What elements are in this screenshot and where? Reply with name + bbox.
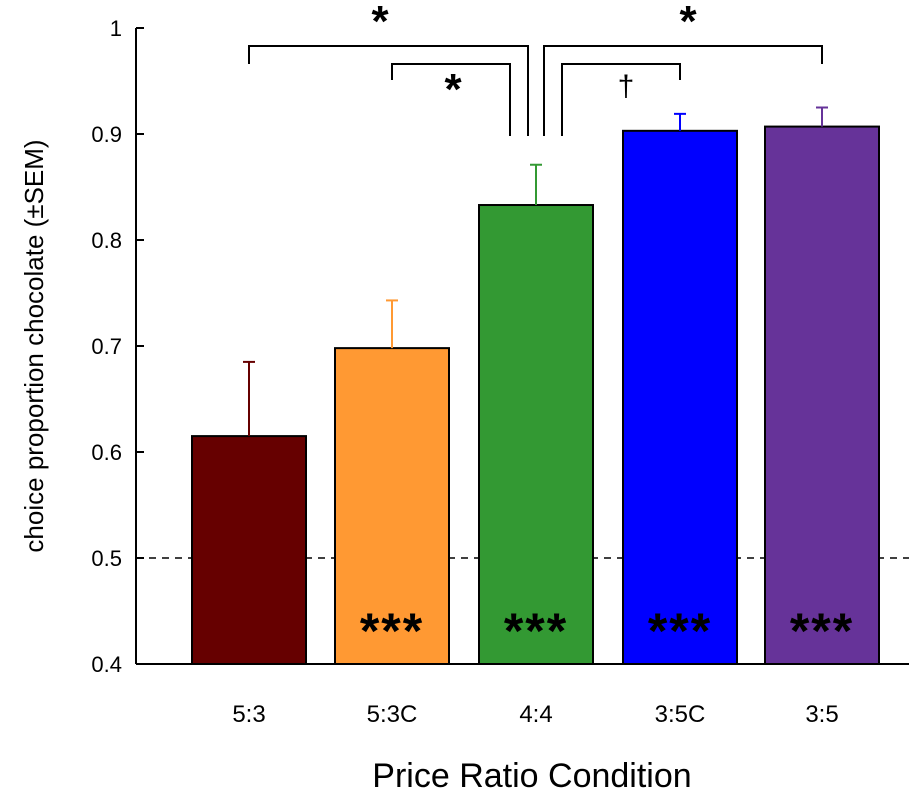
y-tick-label: 1	[110, 16, 122, 41]
bar	[622, 129, 738, 665]
bar	[191, 435, 307, 665]
x-axis-title: Price Ratio Condition	[372, 757, 691, 795]
comparison-label: *	[444, 65, 462, 114]
y-tick-label: 0.6	[91, 440, 122, 465]
bar-significance-label: ***	[360, 603, 424, 659]
comparison-label: *	[371, 0, 389, 46]
x-category-label: 5:3C	[367, 701, 418, 728]
bar	[764, 125, 880, 665]
y-tick-label: 0.4	[91, 652, 122, 677]
bar	[478, 204, 594, 666]
bar-significance-label: ***	[790, 603, 854, 659]
y-tick-label: 0.5	[91, 546, 122, 571]
comparison-bracket	[248, 45, 529, 136]
comparison-label: †	[618, 70, 635, 103]
comparison-bracket	[543, 45, 823, 136]
x-category-label: 3:5	[805, 701, 838, 728]
comparison-bracket	[391, 63, 511, 136]
y-tick-label: 0.9	[91, 122, 122, 147]
bar-significance-label: ***	[504, 603, 568, 659]
y-tick-label: 0.7	[91, 334, 122, 359]
y-tick-label: 0.8	[91, 228, 122, 253]
x-category-label: 3:5C	[655, 701, 706, 728]
comparison-label: *	[679, 0, 697, 46]
comparison-bracket	[561, 63, 681, 136]
bar	[334, 347, 450, 665]
x-category-label: 4:4	[519, 701, 552, 728]
y-axis-title: choice proportion chocolate (±SEM)	[19, 139, 49, 552]
x-category-label: 5:3	[232, 701, 265, 728]
bar-significance-label: ***	[648, 603, 712, 659]
